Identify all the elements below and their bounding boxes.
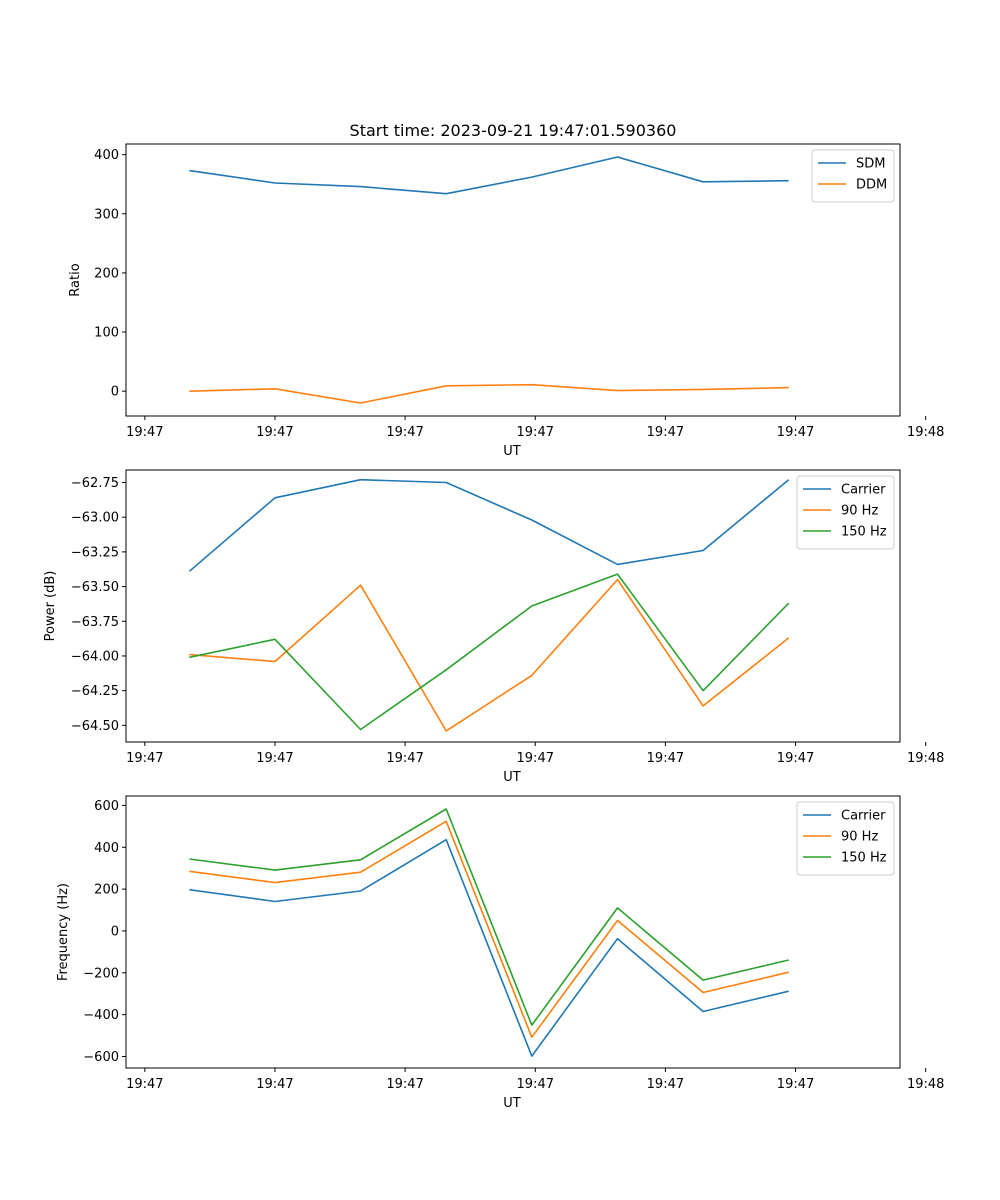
y-tick-label: 300 <box>94 207 119 222</box>
x-tick-label: 19:48 <box>907 751 944 766</box>
x-tick-label: 19:47 <box>777 1077 814 1092</box>
x-tick-label: 19:47 <box>777 425 814 440</box>
x-tick-label: 19:47 <box>126 1077 163 1092</box>
legend-label: DDM <box>856 178 887 193</box>
x-tick-label: 19:47 <box>777 751 814 766</box>
y-tick-label: 0 <box>111 385 119 400</box>
x-tick-label: 19:47 <box>386 1077 423 1092</box>
y-tick-label: −63.00 <box>71 511 119 526</box>
series-line-ddm <box>189 383 789 404</box>
y-tick-label: −62.75 <box>71 476 119 491</box>
legend: Carrier 90 Hz 150 Hz <box>796 475 895 550</box>
x-tick-label: 19:47 <box>126 425 163 440</box>
y-tick-label: 600 <box>94 799 119 814</box>
series-line-carrier <box>189 838 789 1057</box>
chart-panel-2: −64.50 −64.25 −64.00 −63.75 −63.50 −63.25 −63.… <box>43 469 944 785</box>
x-tick-label: 19:47 <box>517 1077 554 1092</box>
y-tick-label: 400 <box>94 841 119 856</box>
y-tick-label: −63.25 <box>71 545 119 560</box>
y-tick-label: −63.75 <box>71 615 119 630</box>
axes-frame <box>125 143 901 417</box>
figure-title: Start time: 2023-09-21 19:47:01.590360 <box>350 121 677 140</box>
y-tick-label: 200 <box>94 883 119 898</box>
x-tick-label: 19:47 <box>647 1077 684 1092</box>
y-tick-label: −400 <box>83 1008 119 1023</box>
legend-label: Carrier <box>841 809 886 824</box>
legend-label: 90 Hz <box>841 504 878 519</box>
y-axis-label: Power (dB) <box>43 571 58 642</box>
axes-frame <box>125 469 901 743</box>
x-axis-label: UT <box>503 1096 521 1111</box>
x-tick-label: 19:48 <box>907 425 944 440</box>
x-axis-label: UT <box>503 444 521 459</box>
legend-label: 150 Hz <box>841 525 887 540</box>
x-tick-label: 19:47 <box>517 751 554 766</box>
y-tick-label: 0 <box>111 924 119 939</box>
axes-frame <box>125 795 901 1069</box>
legend-label: Carrier <box>841 483 886 498</box>
x-tick-label: 19:47 <box>256 425 293 440</box>
legend: SDM DDM <box>811 149 895 203</box>
x-tick-label: 19:47 <box>126 751 163 766</box>
legend-label: 150 Hz <box>841 851 887 866</box>
chart-panel-3: −600 −400 −200 0 200 400 600 19:47 19:47 19:47 19:… <box>56 795 944 1111</box>
x-tick-label: 19:48 <box>907 1077 944 1092</box>
x-tick-label: 19:47 <box>647 751 684 766</box>
series-line-150-hz <box>189 808 789 1026</box>
y-tick-label: −64.00 <box>71 649 119 664</box>
series-line-90-hz <box>189 820 789 1038</box>
x-tick-label: 19:47 <box>386 425 423 440</box>
x-axis-label: UT <box>503 770 521 785</box>
series-line-carrier <box>188 478 790 572</box>
series-line-90-hz <box>189 578 790 732</box>
y-tick-label: −600 <box>83 1050 119 1065</box>
series-line-150-hz <box>189 573 790 731</box>
y-tick-label: −200 <box>83 966 119 981</box>
x-tick-label: 19:47 <box>256 1077 293 1092</box>
x-tick-label: 19:47 <box>256 751 293 766</box>
x-tick-label: 19:47 <box>386 751 423 766</box>
y-axis-label: Frequency (Hz) <box>56 883 71 981</box>
x-tick-label: 19:47 <box>647 425 684 440</box>
y-tick-label: −64.50 <box>71 719 119 734</box>
legend-label: 90 Hz <box>841 830 878 845</box>
legend-label: SDM <box>856 157 885 172</box>
chart-panel-1: 0 100 200 300 400 19:47 19:47 19:47 19:47 19:47 19… <box>68 143 944 459</box>
y-tick-label: −63.50 <box>71 580 119 595</box>
y-tick-label: 100 <box>94 326 119 341</box>
y-tick-label: 400 <box>94 148 119 163</box>
series-line-sdm <box>189 156 789 195</box>
y-axis-label: Ratio <box>68 263 83 296</box>
x-tick-label: 19:47 <box>517 425 554 440</box>
y-tick-label: −64.25 <box>71 684 119 699</box>
y-tick-label: 200 <box>94 266 119 281</box>
legend: Carrier 90 Hz 150 Hz <box>796 801 895 876</box>
